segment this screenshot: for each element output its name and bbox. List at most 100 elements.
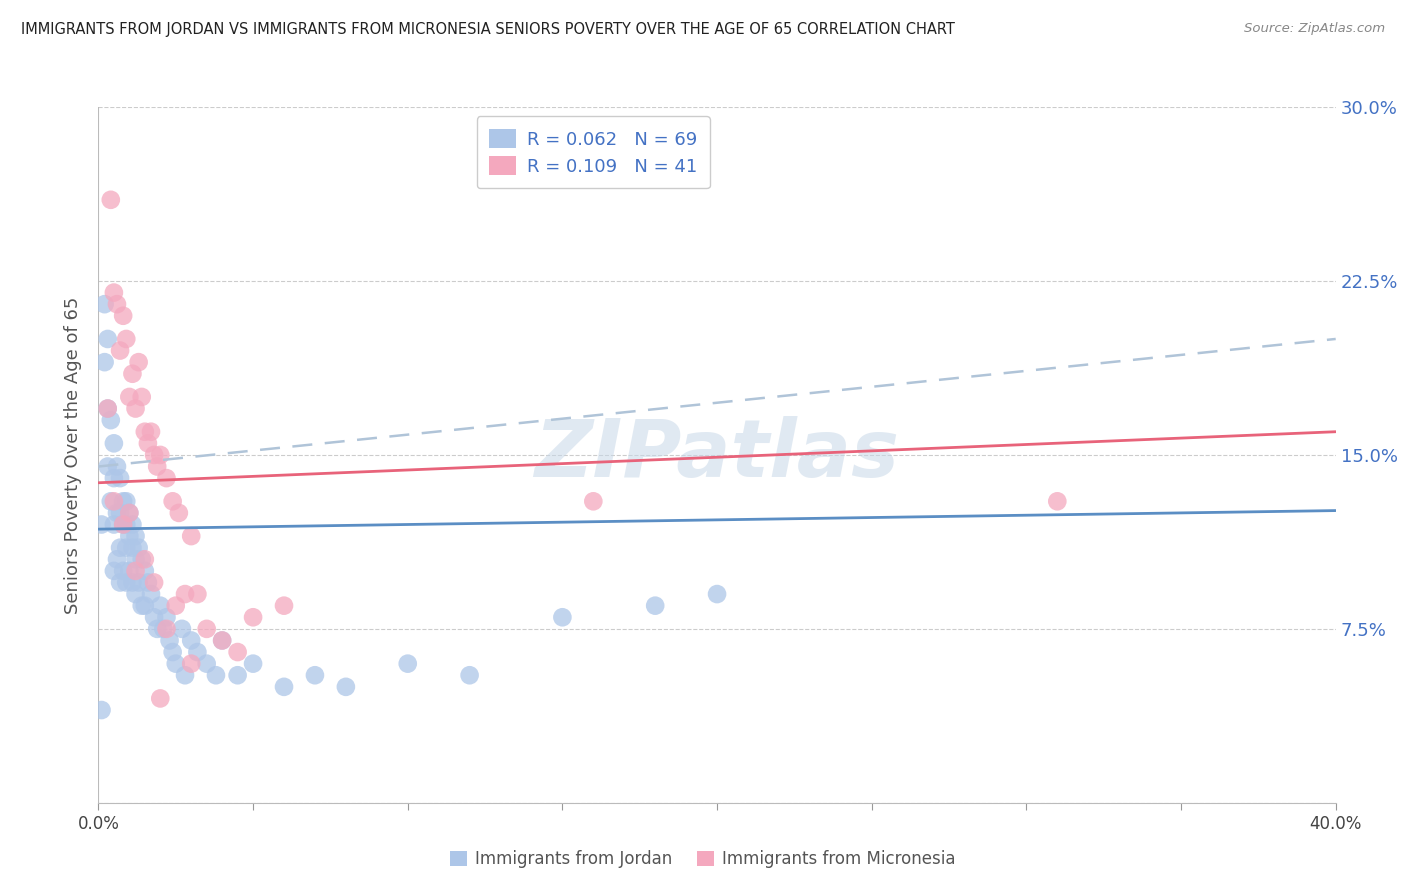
Point: [195, 657, 218, 671]
Point: [242, 610, 264, 624]
Point: [103, 494, 125, 508]
Point: [108, 575, 131, 590]
Point: [105, 459, 128, 474]
Point: [112, 309, 135, 323]
Point: [195, 622, 218, 636]
Point: [134, 599, 156, 613]
Point: [90, 703, 112, 717]
Point: [226, 668, 249, 682]
Point: [128, 355, 150, 369]
Point: [97, 459, 120, 474]
Point: [211, 633, 233, 648]
Y-axis label: Seniors Poverty Over the Age of 65: Seniors Poverty Over the Age of 65: [65, 296, 83, 614]
Legend: Immigrants from Jordan, Immigrants from Micronesia: Immigrants from Jordan, Immigrants from …: [443, 844, 963, 875]
Point: [105, 552, 128, 566]
Point: [103, 285, 125, 300]
Point: [143, 610, 166, 624]
Point: [139, 587, 162, 601]
Point: [128, 575, 150, 590]
Point: [205, 668, 228, 682]
Point: [105, 297, 128, 311]
Point: [115, 517, 138, 532]
Point: [174, 668, 197, 682]
Point: [644, 599, 666, 613]
Point: [131, 599, 153, 613]
Point: [149, 691, 172, 706]
Point: [124, 552, 146, 566]
Point: [226, 645, 249, 659]
Point: [152, 622, 174, 636]
Point: [112, 517, 135, 532]
Point: [112, 517, 135, 532]
Point: [273, 680, 295, 694]
Point: [242, 657, 264, 671]
Point: [162, 494, 184, 508]
Point: [121, 367, 143, 381]
Point: [1046, 494, 1069, 508]
Point: [118, 506, 141, 520]
Legend: R = 0.062   N = 69, R = 0.109   N = 41: R = 0.062 N = 69, R = 0.109 N = 41: [477, 116, 710, 188]
Point: [118, 506, 141, 520]
Point: [118, 529, 141, 543]
Point: [180, 529, 202, 543]
Point: [273, 599, 295, 613]
Point: [706, 587, 728, 601]
Text: Source: ZipAtlas.com: Source: ZipAtlas.com: [1244, 22, 1385, 36]
Point: [97, 332, 120, 346]
Point: [118, 564, 141, 578]
Point: [108, 506, 131, 520]
Point: [174, 587, 197, 601]
Point: [108, 471, 131, 485]
Point: [108, 343, 131, 358]
Point: [335, 680, 357, 694]
Point: [143, 448, 166, 462]
Point: [211, 633, 233, 648]
Point: [304, 668, 326, 682]
Point: [134, 425, 156, 439]
Point: [134, 564, 156, 578]
Point: [155, 610, 177, 624]
Point: [121, 575, 143, 590]
Point: [124, 587, 146, 601]
Point: [143, 575, 166, 590]
Text: ZIPatlas: ZIPatlas: [534, 416, 900, 494]
Point: [112, 564, 135, 578]
Point: [136, 436, 159, 450]
Point: [551, 610, 574, 624]
Point: [103, 471, 125, 485]
Point: [115, 541, 138, 555]
Point: [165, 599, 187, 613]
Text: IMMIGRANTS FROM JORDAN VS IMMIGRANTS FROM MICRONESIA SENIORS POVERTY OVER THE AG: IMMIGRANTS FROM JORDAN VS IMMIGRANTS FRO…: [21, 22, 955, 37]
Point: [155, 471, 177, 485]
Point: [186, 587, 208, 601]
Point: [167, 506, 190, 520]
Point: [93, 355, 115, 369]
Point: [103, 436, 125, 450]
Point: [136, 575, 159, 590]
Point: [124, 401, 146, 416]
Point: [112, 494, 135, 508]
Point: [139, 425, 162, 439]
Point: [100, 413, 122, 427]
Point: [162, 645, 184, 659]
Point: [155, 622, 177, 636]
Point: [146, 622, 169, 636]
Point: [165, 657, 187, 671]
Point: [105, 506, 128, 520]
Point: [146, 459, 169, 474]
Point: [458, 668, 481, 682]
Point: [134, 552, 156, 566]
Point: [115, 332, 138, 346]
Point: [186, 645, 208, 659]
Point: [100, 193, 122, 207]
Point: [97, 401, 120, 416]
Point: [118, 390, 141, 404]
Point: [97, 401, 120, 416]
Point: [121, 517, 143, 532]
Point: [159, 633, 181, 648]
Point: [149, 599, 172, 613]
Point: [180, 657, 202, 671]
Point: [582, 494, 605, 508]
Point: [396, 657, 419, 671]
Point: [115, 575, 138, 590]
